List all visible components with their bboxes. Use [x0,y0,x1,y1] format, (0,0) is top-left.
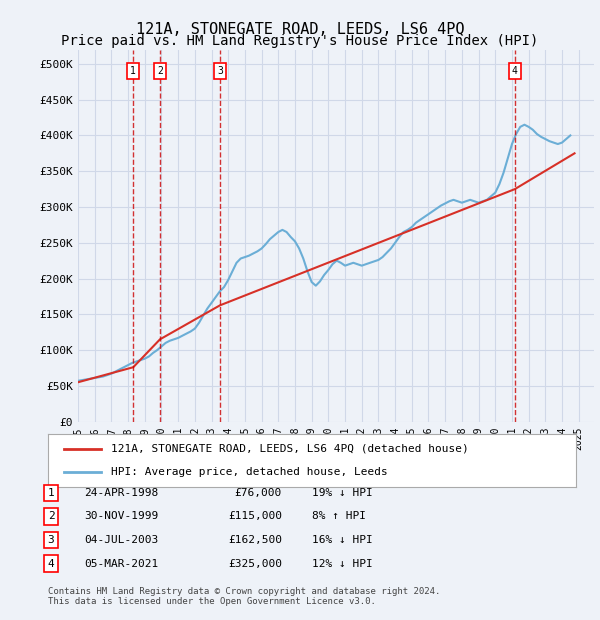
Text: 2: 2 [47,512,55,521]
Text: 24-APR-1998: 24-APR-1998 [84,488,158,498]
Text: 19% ↓ HPI: 19% ↓ HPI [312,488,373,498]
Text: 4: 4 [512,66,518,76]
Text: £325,000: £325,000 [228,559,282,569]
Text: Price paid vs. HM Land Registry's House Price Index (HPI): Price paid vs. HM Land Registry's House … [61,34,539,48]
Text: 121A, STONEGATE ROAD, LEEDS, LS6 4PQ (detached house): 121A, STONEGATE ROAD, LEEDS, LS6 4PQ (de… [112,444,469,454]
Text: £76,000: £76,000 [235,488,282,498]
Text: HPI: Average price, detached house, Leeds: HPI: Average price, detached house, Leed… [112,467,388,477]
Text: 3: 3 [47,535,55,545]
Text: 8% ↑ HPI: 8% ↑ HPI [312,512,366,521]
Text: 05-MAR-2021: 05-MAR-2021 [84,559,158,569]
Text: 04-JUL-2003: 04-JUL-2003 [84,535,158,545]
Text: 2: 2 [157,66,163,76]
Text: 4: 4 [47,559,55,569]
Text: 3: 3 [217,66,223,76]
Text: 121A, STONEGATE ROAD, LEEDS, LS6 4PQ: 121A, STONEGATE ROAD, LEEDS, LS6 4PQ [136,22,464,37]
Text: 12% ↓ HPI: 12% ↓ HPI [312,559,373,569]
Text: £115,000: £115,000 [228,512,282,521]
Text: 1: 1 [47,488,55,498]
Text: 1: 1 [130,66,136,76]
Text: 16% ↓ HPI: 16% ↓ HPI [312,535,373,545]
Text: £162,500: £162,500 [228,535,282,545]
Text: 30-NOV-1999: 30-NOV-1999 [84,512,158,521]
Text: Contains HM Land Registry data © Crown copyright and database right 2024.
This d: Contains HM Land Registry data © Crown c… [48,587,440,606]
